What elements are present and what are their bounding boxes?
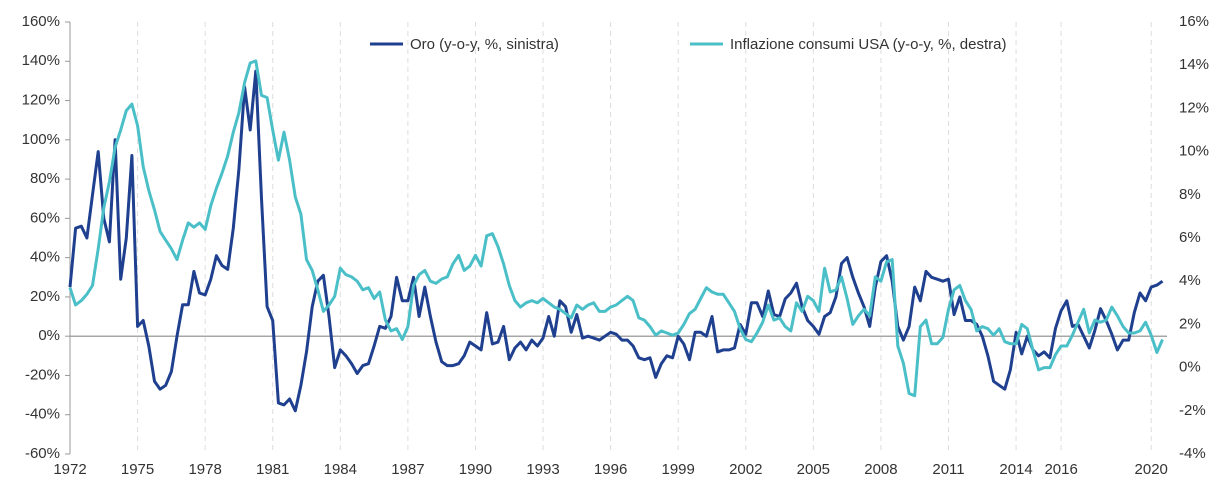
x-tick-label: 1975 [121, 461, 154, 478]
y-tick-label: 80% [30, 170, 60, 187]
x-tick-label: 1981 [256, 461, 289, 478]
series-line [68, 69, 1164, 413]
x-tick-label: 1972 [53, 461, 86, 478]
x-tick-label: 1978 [188, 461, 221, 478]
y-tick-label: 20% [30, 288, 60, 305]
x-tick-label: 1993 [526, 461, 559, 478]
y2-tick-label: 14% [1179, 56, 1209, 73]
y-tick-label: 140% [22, 52, 60, 69]
x-tick-label: 2008 [864, 461, 897, 478]
x-tick-label: 1987 [391, 461, 424, 478]
y2-tick-label: 0% [1179, 359, 1201, 376]
y2-tick-label: 12% [1179, 99, 1209, 116]
y2-tick-label: 10% [1179, 143, 1209, 160]
x-tick-label: 1999 [662, 461, 695, 478]
series-line [68, 59, 1164, 398]
y-tick-label: 160% [22, 13, 60, 30]
x-tick-label: 2016 [1044, 461, 1077, 478]
y2-tick-label: 2% [1179, 315, 1201, 332]
y2-tick-label: 4% [1179, 272, 1201, 289]
y2-tick-label: 8% [1179, 186, 1201, 203]
x-tick-label: 2011 [932, 461, 964, 478]
y-tick-label: -20% [25, 366, 60, 383]
x-tick-label: 1996 [594, 461, 627, 478]
x-tick-label: 1984 [324, 461, 357, 478]
y-tick-label: 60% [30, 209, 60, 226]
y-tick-label: 40% [30, 249, 60, 266]
y2-tick-label: 6% [1179, 229, 1201, 246]
legend-label: Oro (y-o-y, %, sinistra) [410, 36, 559, 53]
x-tick-label: 1990 [459, 461, 492, 478]
y-tick-label: -40% [25, 406, 60, 423]
y-tick-label: 0% [38, 327, 60, 344]
y2-tick-label: 16% [1179, 13, 1209, 30]
x-tick-label: 2020 [1135, 461, 1168, 478]
x-tick-label: 2005 [797, 461, 830, 478]
x-tick-label: 2014 [999, 461, 1032, 478]
y-tick-label: 100% [22, 131, 60, 148]
legend-label: Inflazione consumi USA (y-o-y, %, destra… [730, 36, 1007, 53]
y2-tick-label: -4% [1179, 445, 1206, 462]
x-tick-label: 2002 [729, 461, 762, 478]
y2-tick-label: -2% [1179, 402, 1206, 419]
y-tick-label: -60% [25, 445, 60, 462]
y-tick-label: 120% [22, 92, 60, 109]
